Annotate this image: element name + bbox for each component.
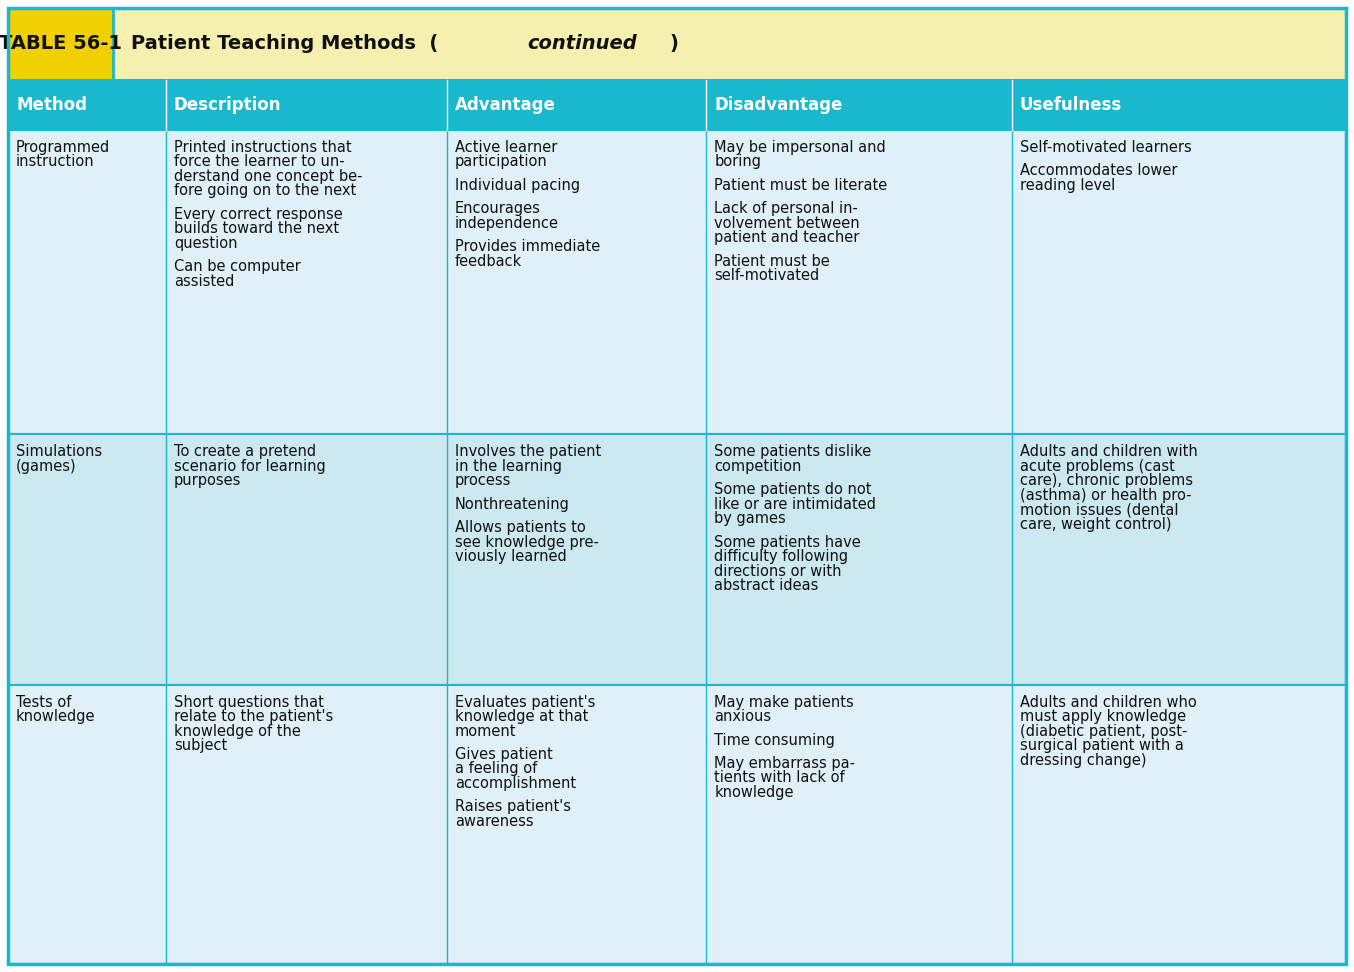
Text: Allows patients to: Allows patients to: [455, 520, 586, 536]
Bar: [8, 130, 1346, 434]
Text: Adults and children with: Adults and children with: [1020, 444, 1197, 460]
Text: continued: continued: [528, 34, 638, 53]
Text: surgical patient with a: surgical patient with a: [1020, 738, 1183, 753]
Text: Patient must be literate: Patient must be literate: [715, 178, 888, 192]
Text: force the learner to un-: force the learner to un-: [173, 155, 344, 169]
Text: anxious: anxious: [715, 710, 772, 724]
Text: must apply knowledge: must apply knowledge: [1020, 710, 1186, 724]
Text: like or are intimidated: like or are intimidated: [715, 497, 876, 512]
Text: Patient must be: Patient must be: [715, 254, 830, 268]
Text: Time consuming: Time consuming: [715, 733, 835, 747]
Text: Active learner: Active learner: [455, 140, 558, 155]
Text: Method: Method: [16, 96, 87, 114]
Text: Advantage: Advantage: [455, 96, 555, 114]
Bar: [8, 434, 1346, 684]
Text: competition: competition: [715, 459, 802, 474]
Text: ): ): [669, 34, 678, 53]
Text: tients with lack of: tients with lack of: [715, 771, 845, 785]
Text: participation: participation: [455, 155, 547, 169]
Text: May embarrass pa-: May embarrass pa-: [715, 756, 856, 771]
Text: To create a pretend: To create a pretend: [173, 444, 315, 460]
Text: May make patients: May make patients: [715, 695, 854, 710]
Text: acute problems (cast: acute problems (cast: [1020, 459, 1174, 474]
Bar: [8, 8, 1346, 80]
Text: question: question: [173, 236, 237, 251]
Text: independence: independence: [455, 216, 559, 230]
Text: self-motivated: self-motivated: [715, 268, 819, 283]
Text: Involves the patient: Involves the patient: [455, 444, 601, 460]
Bar: [8, 684, 1346, 964]
Bar: [8, 80, 1346, 130]
Text: moment: moment: [455, 723, 516, 739]
Text: Individual pacing: Individual pacing: [455, 178, 580, 192]
Text: reading level: reading level: [1020, 178, 1114, 192]
Text: instruction: instruction: [16, 155, 95, 169]
Text: Patient Teaching Methods  (: Patient Teaching Methods (: [131, 34, 439, 53]
Text: awareness: awareness: [455, 814, 533, 829]
Text: knowledge: knowledge: [715, 785, 793, 800]
Text: Evaluates patient's: Evaluates patient's: [455, 695, 596, 710]
Text: dressing change): dressing change): [1020, 752, 1145, 768]
Text: abstract ideas: abstract ideas: [715, 578, 819, 593]
Text: accomplishment: accomplishment: [455, 776, 575, 791]
Text: knowledge at that: knowledge at that: [455, 710, 588, 724]
Text: Printed instructions that: Printed instructions that: [173, 140, 352, 155]
Text: (games): (games): [16, 459, 77, 474]
Text: in the learning: in the learning: [455, 459, 562, 474]
Text: Accommodates lower: Accommodates lower: [1020, 163, 1177, 179]
Text: Usefulness: Usefulness: [1020, 96, 1121, 114]
Text: Provides immediate: Provides immediate: [455, 239, 600, 255]
Text: (asthma) or health pro-: (asthma) or health pro-: [1020, 488, 1192, 503]
Text: Lack of personal in-: Lack of personal in-: [715, 201, 858, 217]
Text: Adults and children who: Adults and children who: [1020, 695, 1196, 710]
Text: Programmed: Programmed: [16, 140, 110, 155]
Text: Encourages: Encourages: [455, 201, 540, 217]
Text: relate to the patient's: relate to the patient's: [173, 710, 333, 724]
Text: assisted: assisted: [173, 274, 234, 289]
Text: Simulations: Simulations: [16, 444, 102, 460]
Text: Disadvantage: Disadvantage: [715, 96, 842, 114]
Text: knowledge of the: knowledge of the: [173, 723, 301, 739]
Text: Short questions that: Short questions that: [173, 695, 324, 710]
Text: Can be computer: Can be computer: [173, 260, 301, 274]
Text: patient and teacher: patient and teacher: [715, 230, 860, 245]
Text: boring: boring: [715, 155, 761, 169]
Text: TABLE 56-1: TABLE 56-1: [0, 34, 122, 53]
Text: motion issues (dental: motion issues (dental: [1020, 503, 1178, 517]
Text: viously learned: viously learned: [455, 549, 566, 564]
Text: Tests of: Tests of: [16, 695, 72, 710]
Text: process: process: [455, 473, 512, 488]
Text: directions or with: directions or with: [715, 564, 842, 578]
Text: Nonthreatening: Nonthreatening: [455, 497, 570, 512]
Text: care, weight control): care, weight control): [1020, 517, 1171, 532]
Text: by games: by games: [715, 511, 787, 526]
Text: Every correct response: Every correct response: [173, 207, 343, 222]
Text: May be impersonal and: May be impersonal and: [715, 140, 886, 155]
Text: builds toward the next: builds toward the next: [173, 222, 338, 236]
Text: difficulty following: difficulty following: [715, 549, 849, 564]
Text: Self-motivated learners: Self-motivated learners: [1020, 140, 1192, 155]
Text: see knowledge pre-: see knowledge pre-: [455, 535, 598, 550]
Text: volvement between: volvement between: [715, 216, 860, 230]
Text: purposes: purposes: [173, 473, 241, 488]
Text: continued: continued: [528, 34, 638, 53]
Text: (diabetic patient, post-: (diabetic patient, post-: [1020, 723, 1187, 739]
Text: a feeling of: a feeling of: [455, 761, 538, 777]
Bar: [8, 8, 112, 80]
Text: Description: Description: [173, 96, 282, 114]
Text: care), chronic problems: care), chronic problems: [1020, 473, 1193, 488]
Text: fore going on to the next: fore going on to the next: [173, 184, 356, 198]
Text: Some patients have: Some patients have: [715, 535, 861, 550]
Text: Some patients do not: Some patients do not: [715, 482, 872, 498]
Text: subject: subject: [173, 738, 227, 753]
Text: Some patients dislike: Some patients dislike: [715, 444, 872, 460]
Text: derstand one concept be-: derstand one concept be-: [173, 169, 363, 184]
Text: scenario for learning: scenario for learning: [173, 459, 325, 474]
Text: feedback: feedback: [455, 254, 523, 268]
Text: Gives patient: Gives patient: [455, 747, 552, 762]
Text: Raises patient's: Raises patient's: [455, 799, 571, 815]
Text: knowledge: knowledge: [16, 710, 96, 724]
